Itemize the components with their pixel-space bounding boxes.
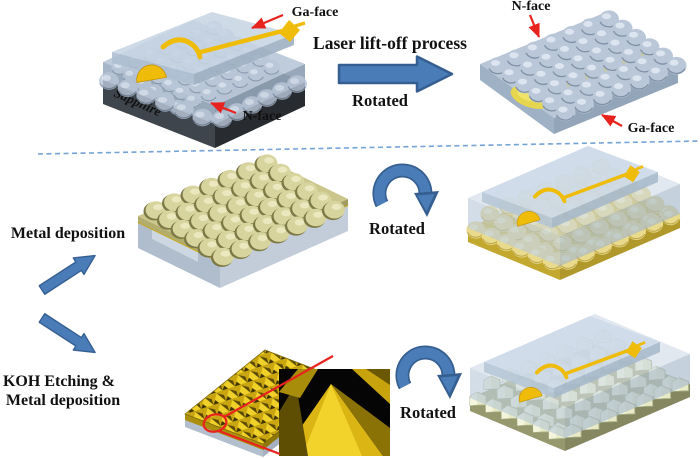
label-laser-liftoff: Laser lift-off process (313, 33, 467, 53)
branch-arrow-up (35, 246, 102, 299)
ga-face-arrow-right (601, 114, 623, 127)
zoom-circle (202, 413, 228, 433)
branch-arrow-down (35, 309, 102, 362)
label-n-face-left: N-face (243, 109, 282, 124)
rotate-arrow-middle (379, 170, 439, 217)
n-face-arrow-right (528, 14, 541, 38)
device-after-llo (480, 10, 687, 134)
n-face-arrow-left (210, 101, 237, 115)
label-rotated-middle: Rotated (369, 219, 425, 238)
zoom-connector-upper (223, 355, 334, 418)
zoom-connector-lower (218, 429, 281, 456)
label-ga-face-right: Ga-face (628, 121, 675, 136)
label-koh-line2: Metal deposition (6, 392, 120, 409)
label-rotated-top: Rotated (352, 91, 408, 110)
label-ga-face-left: Ga-face (292, 5, 339, 20)
ga-face-arrow-left (251, 13, 284, 30)
device-metal-deposition (137, 154, 349, 288)
llo-process-arrow (337, 55, 454, 93)
label-metal-deposition: Metal deposition (11, 225, 125, 242)
label-n-face-right: N-face (512, 0, 551, 14)
label-rotated-bottom: Rotated (400, 403, 456, 422)
device-metal-rotated (465, 146, 681, 280)
device-gan-on-sapphire: Sapphire (98, 12, 308, 148)
rotate-arrow-bottom (402, 352, 462, 399)
pyramid-zoom-inset (279, 369, 390, 456)
device-koh-rotated (469, 314, 690, 451)
label-koh-line1: KOH Etching & (3, 373, 115, 390)
